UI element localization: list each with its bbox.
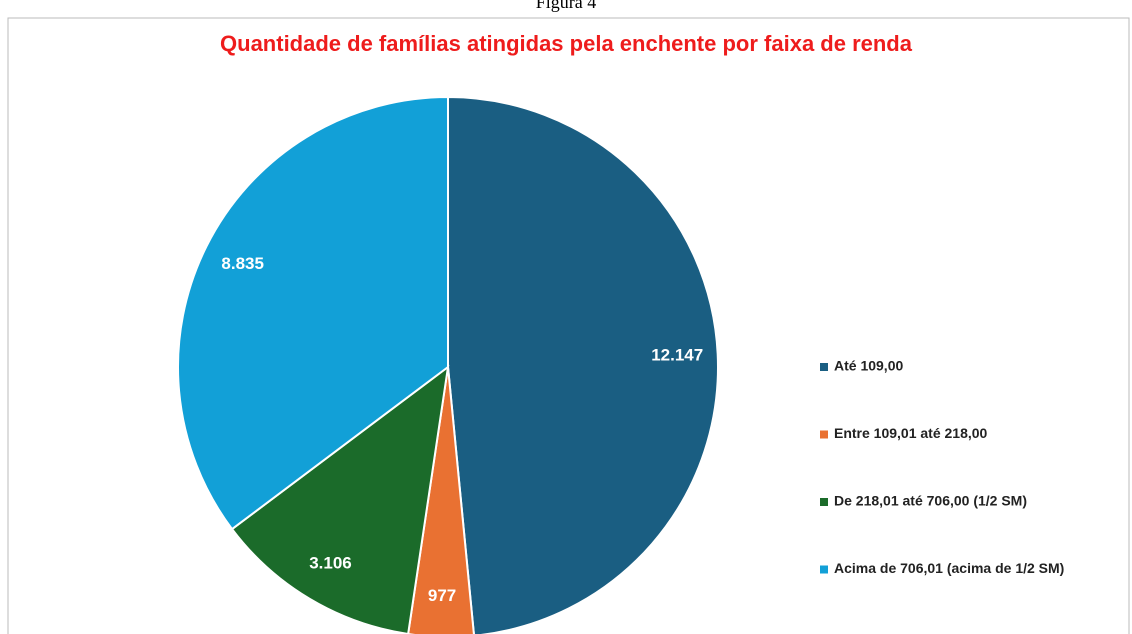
data-label: 3.106 bbox=[309, 554, 352, 573]
pie-slice bbox=[447, 95, 719, 634]
legend-label: Entre 109,01 até 218,00 bbox=[834, 425, 988, 441]
legend-swatch bbox=[820, 363, 828, 371]
legend-swatch bbox=[820, 430, 828, 439]
pie-slice bbox=[407, 366, 475, 634]
legend-label: Até 109,00 bbox=[834, 358, 903, 374]
data-label: 8.835 bbox=[221, 254, 264, 273]
caption: Figura 4 bbox=[536, 0, 597, 12]
legend-swatch bbox=[820, 498, 828, 506]
pie-slice bbox=[230, 364, 450, 634]
pie-slice bbox=[177, 95, 449, 531]
chart-title: Quantidade de famílias atingidas pela en… bbox=[220, 31, 913, 56]
data-label: 12.147 bbox=[651, 345, 703, 364]
chart-frame bbox=[7, 17, 1130, 634]
legend-label: De 218,01 até 706,00 (1/2 SM) bbox=[834, 493, 1027, 509]
legend-label: Acima de 706,01 (acima de 1/2 SM) bbox=[834, 560, 1064, 576]
data-label: 977 bbox=[428, 586, 456, 605]
legend-swatch bbox=[820, 565, 828, 574]
